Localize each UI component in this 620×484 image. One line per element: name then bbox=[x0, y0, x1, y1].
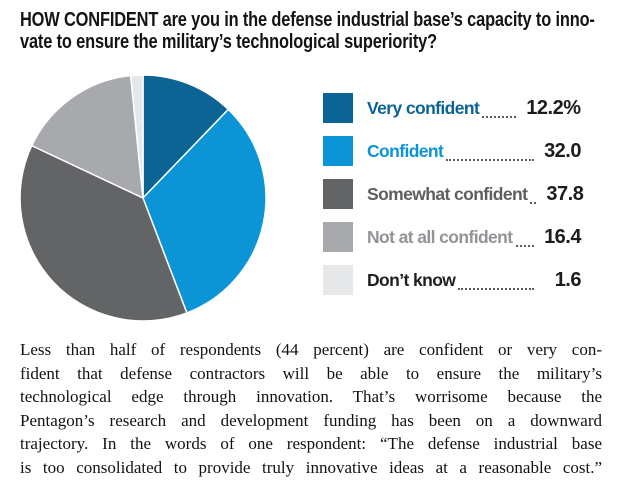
pie-chart bbox=[19, 74, 267, 322]
legend-swatch bbox=[323, 179, 353, 209]
chart-title: HOW CONFIDENT are you in the defense ind… bbox=[20, 9, 596, 53]
chart-title-line: HOW CONFIDENT are you in the defense ind… bbox=[20, 8, 595, 31]
pie-slice-confident bbox=[142, 108, 267, 314]
legend-label: Not at all confident bbox=[367, 226, 513, 247]
legend-label: Confident bbox=[367, 140, 444, 161]
legend-value: 16.4 bbox=[544, 225, 581, 248]
legend-item: Don’t know 1.6 bbox=[323, 265, 582, 295]
pie-slice-somewhat-confident bbox=[19, 144, 188, 322]
legend-value: 32.0 bbox=[544, 139, 581, 162]
legend-item: Confident 32.0 bbox=[323, 136, 582, 166]
pie-slice-not-at-all-confident bbox=[30, 74, 144, 199]
dotted-leader bbox=[482, 99, 517, 118]
legend: Very confident 12.2% Confident 32.0 Somewhat… bbox=[323, 93, 584, 308]
legend-value: 12.2 bbox=[526, 96, 564, 119]
legend-label: Don’t know bbox=[367, 269, 456, 290]
legend-swatch bbox=[323, 265, 353, 295]
legend-swatch bbox=[323, 136, 353, 166]
legend-label: Very confident bbox=[367, 97, 480, 118]
body-text-line: Pentagon’s research and development fund… bbox=[20, 410, 602, 430]
body-text: Less than half of respondents (44 percen… bbox=[20, 338, 602, 479]
legend-value: 37.8 bbox=[546, 182, 584, 205]
dotted-leader bbox=[446, 142, 534, 161]
legend-swatch bbox=[323, 93, 353, 123]
dotted-leader bbox=[458, 271, 534, 290]
legend-item: Not at all confident 16.4 bbox=[323, 222, 582, 252]
legend-label: Somewhat confident bbox=[367, 183, 528, 204]
dotted-leader bbox=[530, 185, 537, 204]
body-text-line: trajectory. In the words of one responde… bbox=[20, 434, 602, 453]
legend-item: Somewhat confident 37.8 bbox=[323, 179, 584, 209]
body-text-line: Less than half of respondents (44 percen… bbox=[20, 340, 602, 359]
pie-slice-don-t-know bbox=[129, 74, 144, 199]
legend-swatch bbox=[323, 222, 353, 252]
legend-value: 1.6 bbox=[554, 268, 582, 291]
pie-slice-very-confident bbox=[142, 74, 230, 199]
dotted-leader bbox=[515, 228, 534, 247]
legend-item: Very confident 12.2% bbox=[323, 93, 581, 123]
legend-value-suffix: % bbox=[563, 96, 581, 119]
body-text-line: is too consolidated to provide truly inn… bbox=[20, 457, 602, 477]
body-text-line: technological edge through innovation. T… bbox=[20, 387, 602, 406]
body-text-line: fident that defense contractors will be … bbox=[20, 363, 602, 383]
chart-title-line: vate to ensure the military’s technologi… bbox=[20, 30, 437, 53]
